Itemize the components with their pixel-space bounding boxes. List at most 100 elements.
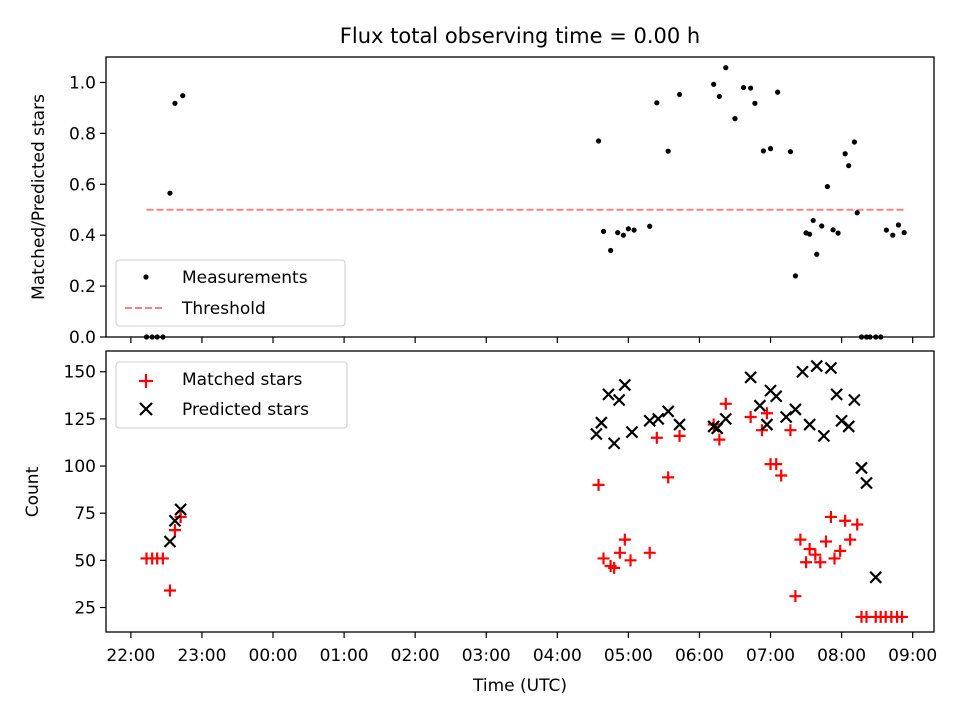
x-axis-label: Time (UTC) <box>472 676 567 696</box>
legend-matched-marker <box>139 374 153 388</box>
bottom-y-tick-label-0: 25 <box>74 598 96 618</box>
predicted-star-point-27 <box>817 429 831 443</box>
measurement-point-34 <box>819 223 825 229</box>
measurement-point-11 <box>620 232 627 238</box>
measurement-point-21 <box>732 116 738 122</box>
measurement-point-4 <box>167 190 173 196</box>
predicted-star-point-5 <box>602 388 615 401</box>
x-tick-label-5: 03:00 <box>462 646 511 666</box>
bottom-y-tick-label-3: 100 <box>64 457 96 477</box>
matched-star-point-3 <box>156 552 169 565</box>
bottom-x-axis: 22:00 23:00 00:00 01:00 02:00 03:00 04:00 05:00… <box>106 632 937 666</box>
matched-star-point-38 <box>839 514 852 527</box>
predicted-star-point-4 <box>595 416 608 429</box>
matched-star-point-14 <box>643 546 656 559</box>
bottom-y-axis: 25 50 75 100 125 150 <box>64 363 106 618</box>
measurement-point-47 <box>883 227 889 233</box>
top-y-tick-label-5: 1.0 <box>69 73 96 93</box>
bottom-legend-box <box>115 361 348 429</box>
top-x-ticks <box>130 337 914 343</box>
measurement-point-20 <box>723 65 729 71</box>
measurement-point-31 <box>807 231 813 237</box>
measurement-point-36 <box>830 227 836 233</box>
top-y-tick-label-3: 0.6 <box>69 175 96 195</box>
matched-star-point-17 <box>673 429 686 442</box>
predicted-star-point-3 <box>590 427 603 441</box>
bottom-y-tick-label-1: 50 <box>74 551 96 571</box>
legend-matched-label: Matched stars <box>182 370 302 390</box>
top-data-marks <box>143 65 907 340</box>
predicted-star-point-6 <box>607 437 621 450</box>
matched-star-point-28 <box>789 590 802 603</box>
chart-title: Flux total observing time = 0.00 h <box>340 24 700 48</box>
predicted-star-point-18 <box>753 399 767 412</box>
matched-star-point-11 <box>613 546 626 559</box>
matched-star-point-30 <box>800 556 813 569</box>
predicted-star-point-29 <box>830 388 843 401</box>
measurement-point-24 <box>752 100 758 106</box>
measurement-point-1 <box>149 334 155 340</box>
measurement-point-23 <box>748 85 754 91</box>
x-tick-label-9: 07:00 <box>746 646 795 666</box>
top-panel: 0.0 0.2 0.4 0.6 0.8 1.0 Matched/Predicted sta… <box>29 56 935 348</box>
measurement-point-7 <box>595 138 602 144</box>
matched-star-point-31 <box>803 543 816 556</box>
measurement-point-32 <box>810 217 816 224</box>
matched-star-point-4 <box>163 584 176 597</box>
matched-star-point-16 <box>662 471 675 484</box>
measurement-point-48 <box>890 232 896 238</box>
measurement-point-42 <box>858 334 865 340</box>
matched-star-point-37 <box>834 544 847 557</box>
matched-star-point-20 <box>719 397 732 410</box>
x-tick-label-11: 09:00 <box>888 646 937 666</box>
measurement-point-0 <box>143 334 150 340</box>
top-y-tick-label-1: 0.2 <box>69 277 96 297</box>
bottom-data-marks <box>140 359 909 623</box>
measurement-point-14 <box>647 223 653 229</box>
measurement-point-22 <box>740 84 747 91</box>
top-y-axis: 0.0 0.2 0.4 0.6 0.8 1.0 <box>69 73 106 348</box>
measurement-point-12 <box>625 226 631 232</box>
x-tick-label-4: 02:00 <box>391 646 440 666</box>
matched-star-point-5 <box>168 524 181 537</box>
matched-star-point-12 <box>618 533 631 546</box>
legend-measurements-label: Measurements <box>182 268 308 288</box>
x-tick-label-10: 08:00 <box>817 646 866 666</box>
measurement-point-25 <box>760 148 767 154</box>
matched-star-point-40 <box>851 518 864 531</box>
predicted-star-point-19 <box>760 418 774 431</box>
predicted-star-point-16 <box>719 412 733 426</box>
x-tick-label-0: 22:00 <box>106 646 155 666</box>
bottom-legend: Matched stars Predicted stars <box>115 361 348 429</box>
predicted-star-point-7 <box>612 393 626 407</box>
predicted-star-point-31 <box>842 420 855 433</box>
top-panel-frame <box>105 56 935 338</box>
bottom-y-axis-label: Count <box>23 466 43 517</box>
measurement-point-3 <box>160 334 166 340</box>
matched-star-point-26 <box>775 469 788 482</box>
predicted-star-point-11 <box>651 412 665 426</box>
predicted-star-point-21 <box>769 389 783 403</box>
x-tick-label-7: 05:00 <box>604 646 653 666</box>
measurement-point-29 <box>792 273 799 279</box>
measurement-point-9 <box>608 247 614 254</box>
measurement-point-45 <box>873 334 879 340</box>
measurement-point-41 <box>854 210 860 216</box>
predicted-star-point-32 <box>848 393 861 407</box>
predicted-star-point-23 <box>789 403 802 416</box>
top-legend: Measurements Threshold <box>115 259 346 327</box>
matched-star-point-7 <box>592 478 605 491</box>
matched-star-point-25 <box>770 458 783 471</box>
predicted-star-point-22 <box>779 410 793 424</box>
predicted-star-point-2 <box>174 503 187 516</box>
measurement-point-40 <box>851 139 857 145</box>
measurement-point-8 <box>600 228 607 234</box>
matched-star-point-32 <box>809 548 822 561</box>
measurement-point-16 <box>665 148 671 154</box>
measurement-point-13 <box>631 227 637 233</box>
matched-star-point-13 <box>624 554 637 567</box>
matched-star-point-35 <box>824 510 837 523</box>
measurement-point-15 <box>654 100 660 106</box>
predicted-star-point-8 <box>618 378 632 392</box>
predicted-star-point-14 <box>707 420 720 433</box>
